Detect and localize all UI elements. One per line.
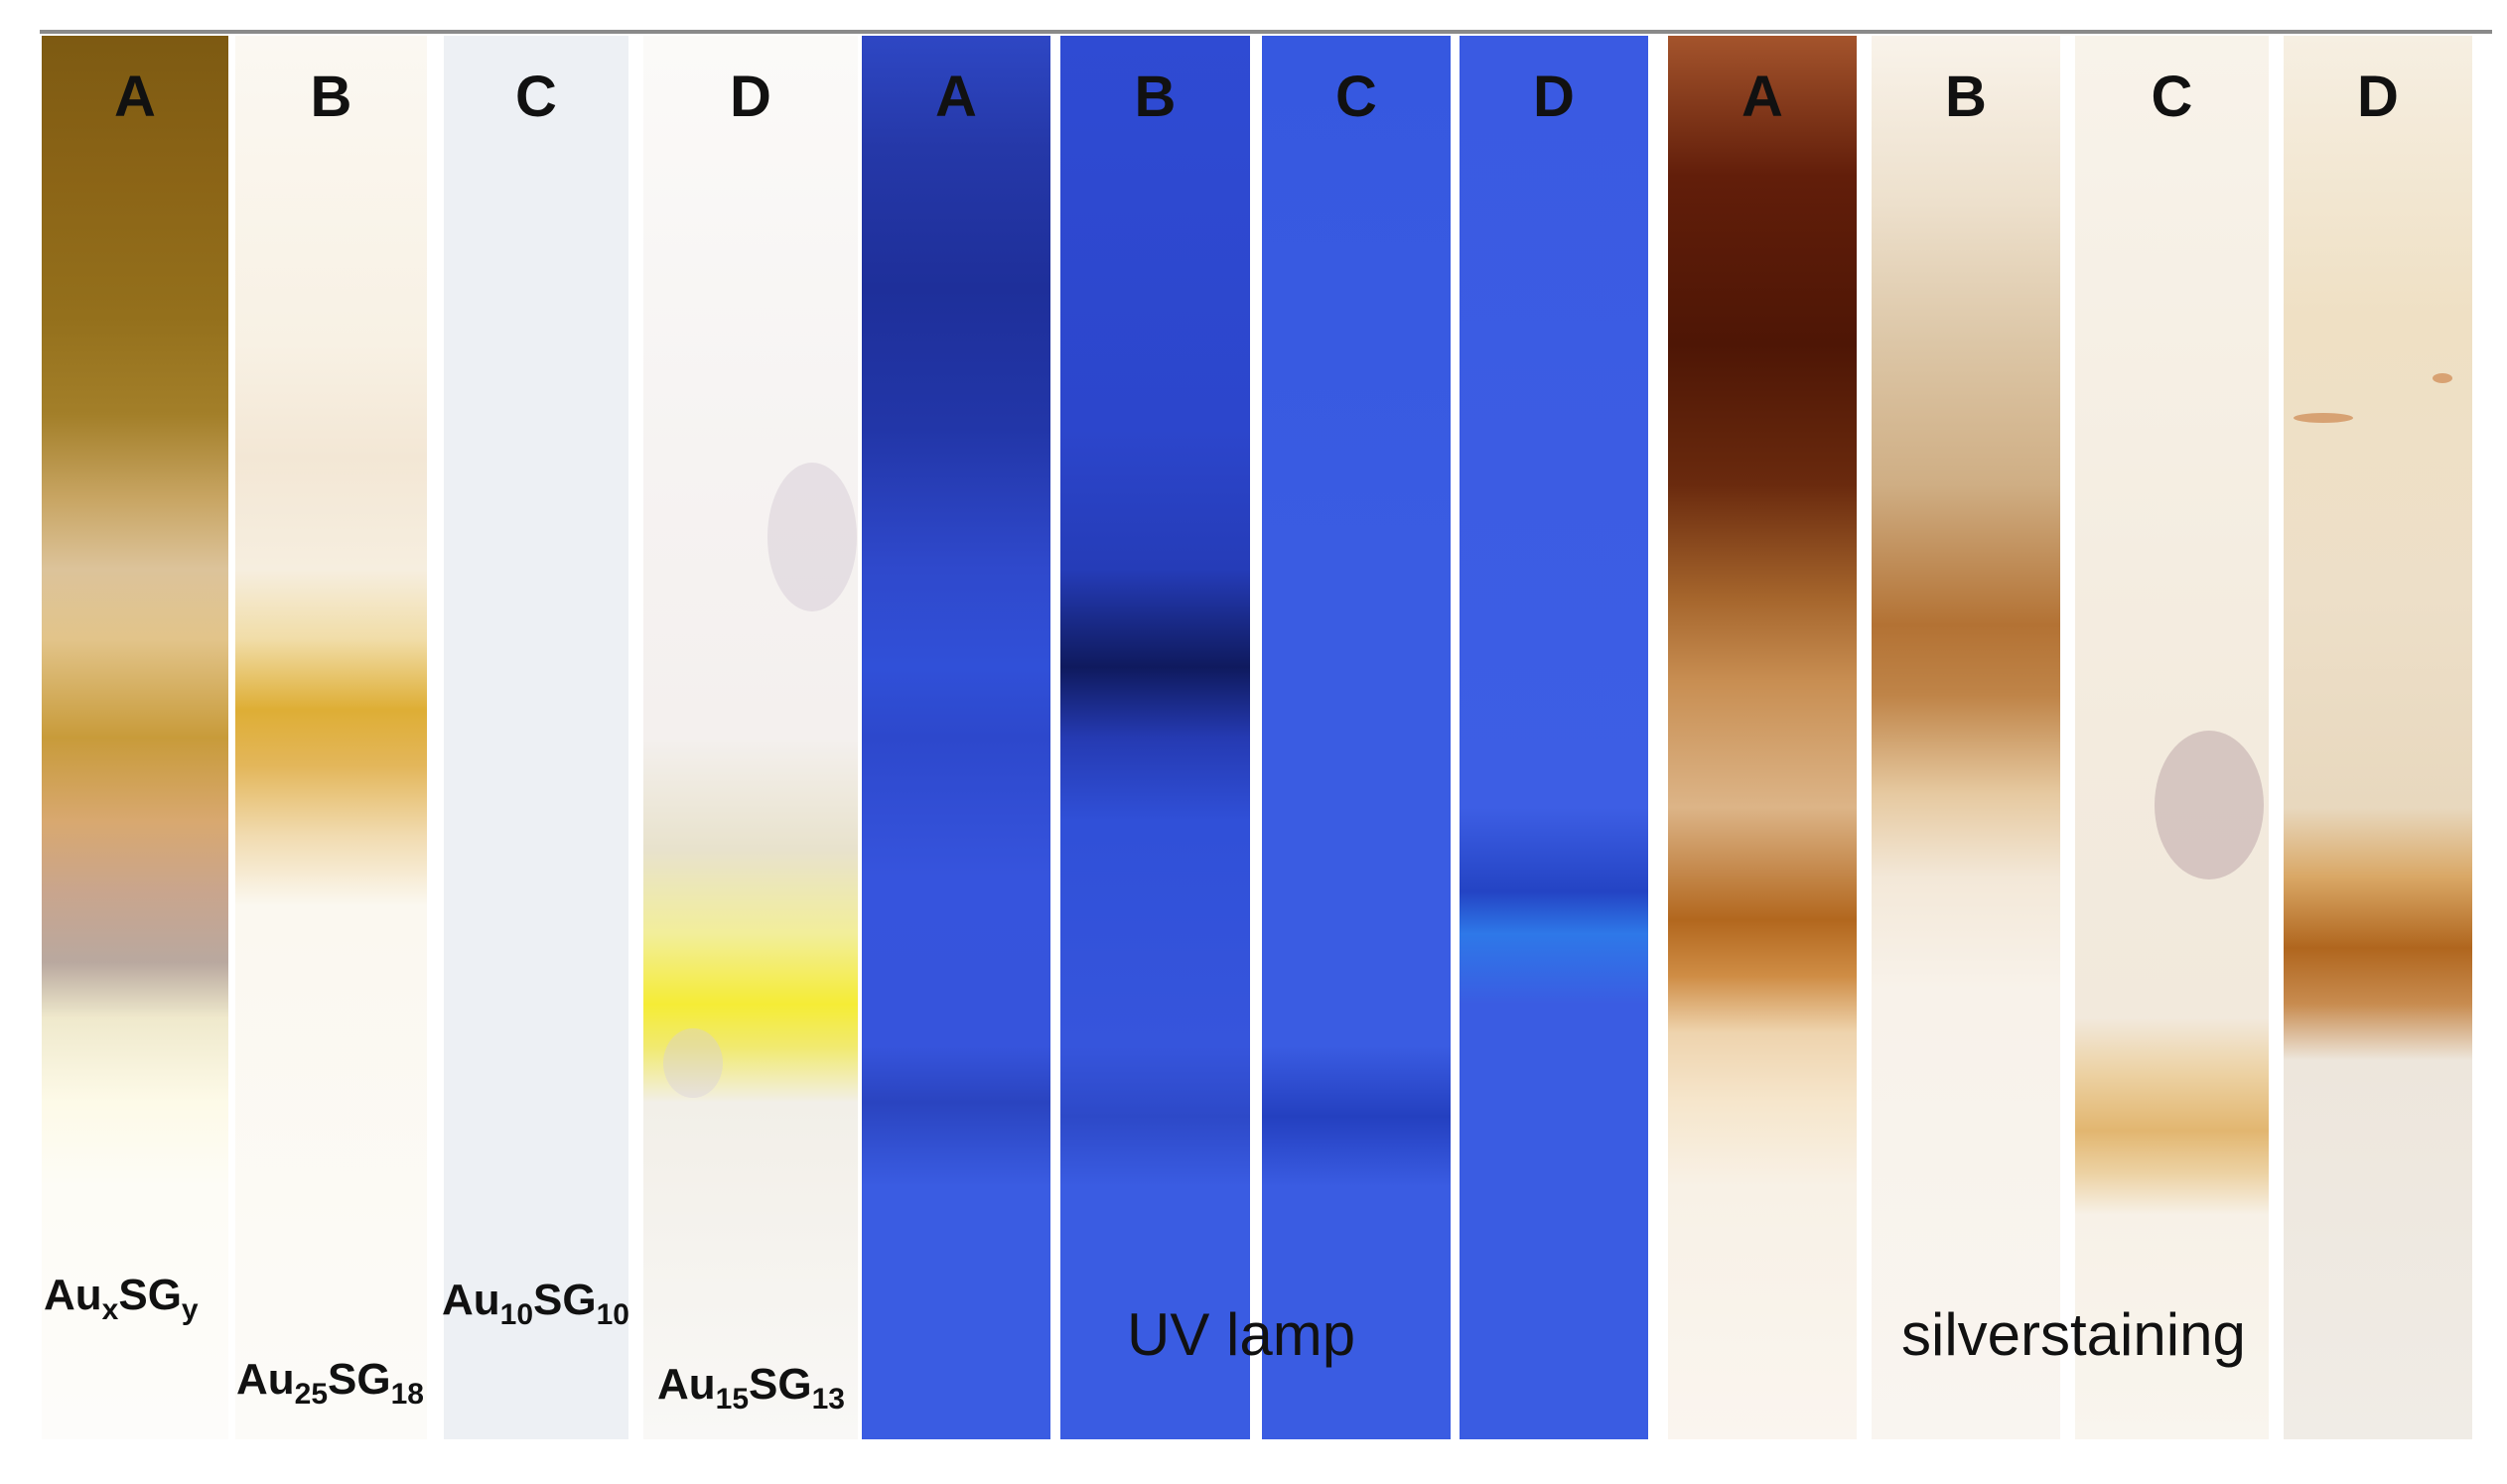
sample-label-c: Au10SG10 (442, 1276, 629, 1332)
label-subscript: 25 (294, 1378, 329, 1411)
lane-letter: A (935, 65, 977, 129)
label-subscript: x (101, 1293, 119, 1326)
lane-letter: D (730, 65, 771, 129)
stain-blot (663, 1028, 723, 1098)
lane-letter: C (1335, 65, 1377, 129)
sample-label-d: Au15SG13 (657, 1360, 845, 1417)
brightfield-strip-d: D (643, 36, 858, 1439)
uv-strip-c: C (1262, 36, 1451, 1439)
stain-blot (767, 463, 857, 611)
label-mid: SG (118, 1271, 182, 1319)
label-subscript: 10 (499, 1298, 534, 1331)
sample-label-b: Au25SG18 (236, 1355, 424, 1412)
label-subscript: 15 (715, 1383, 750, 1416)
silver-strip-b: B (1872, 36, 2060, 1439)
lane-letter: A (1741, 65, 1783, 129)
uv-strip-b: B (1060, 36, 1250, 1439)
top-border-line (40, 30, 2492, 34)
label-base: Au (657, 1360, 716, 1409)
uv-strip-d: D (1460, 36, 1648, 1439)
lane-letter: C (2151, 65, 2193, 129)
lane-letter: B (1945, 65, 1987, 129)
brightfield-strip-a: A (42, 36, 228, 1439)
brightfield-strip-b: B (235, 36, 427, 1439)
uv-lamp-label: UV lamp (1127, 1301, 1356, 1368)
label-subscript: y (181, 1293, 199, 1326)
lane-letter: A (114, 65, 156, 129)
silver-strip-a: A (1668, 36, 1857, 1439)
stain-blot (2155, 731, 2264, 879)
label-base: Au (44, 1271, 102, 1319)
label-mid: SG (533, 1276, 597, 1324)
label-subscript: 10 (596, 1298, 629, 1331)
silverstaining-label: silverstaining (1901, 1301, 2246, 1368)
label-base: Au (442, 1276, 500, 1324)
label-subscript: 18 (390, 1378, 424, 1411)
label-subscript: 13 (811, 1383, 845, 1416)
silver-strip-c: C (2075, 36, 2269, 1439)
label-base: Au (236, 1355, 295, 1404)
label-mid: SG (749, 1360, 812, 1409)
sample-label-a: AuxSGy (44, 1271, 199, 1327)
uv-strip-a: A (862, 36, 1050, 1439)
lane-letter: D (2357, 65, 2399, 129)
stain-speck (2433, 373, 2452, 383)
silver-strip-d: D (2284, 36, 2472, 1439)
stain-speck (2294, 413, 2353, 423)
lane-letter: B (310, 65, 352, 129)
brightfield-strip-c: C (444, 36, 628, 1439)
lane-letter: C (515, 65, 557, 129)
label-mid: SG (328, 1355, 391, 1404)
lane-letter: B (1134, 65, 1177, 129)
lane-letter: D (1533, 65, 1575, 129)
